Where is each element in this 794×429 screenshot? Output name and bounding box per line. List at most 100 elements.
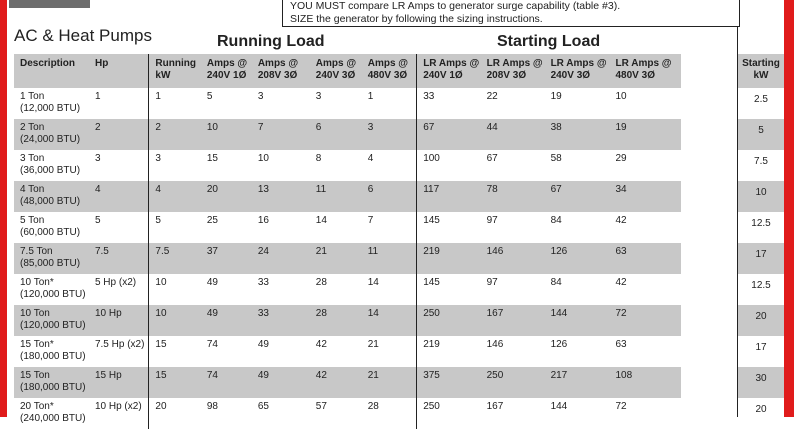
- cell-value: 19: [609, 119, 681, 150]
- cell-value: 14: [367, 277, 379, 288]
- cell-hp: 5 Hp (x2): [94, 277, 137, 288]
- description-line: 7.5 Ton: [20, 246, 53, 257]
- note-line-1: YOU MUST compare LR Amps to generator su…: [290, 0, 621, 12]
- cell-value: 4: [367, 153, 374, 164]
- table-row: 2.5: [738, 88, 784, 119]
- cell-value: 126: [550, 339, 568, 350]
- cell-value: 10: [257, 153, 269, 164]
- cell-value: 117: [416, 181, 481, 212]
- cell-value: 67: [544, 181, 610, 212]
- description-line: (120,000 BTU): [20, 320, 86, 331]
- cell-value: 21: [367, 339, 379, 350]
- cell-hp: 15 Hp: [88, 367, 149, 398]
- cell-hp: 4: [88, 181, 149, 212]
- table-row: 15 Ton (180,000 BTU) 15 Hp 15 74 49 42 21 375 250…: [14, 367, 681, 398]
- cell-value: 10: [148, 305, 201, 336]
- cell-value: 97: [486, 277, 498, 288]
- cell-value: 14: [361, 305, 417, 336]
- cell-value: 4: [148, 181, 201, 212]
- table-row: 4 Ton (48,000 BTU) 4 4 20 13 11 6 117 78 67 34: [14, 181, 681, 212]
- description-line: (36,000 BTU): [20, 165, 81, 176]
- red-border-left: [0, 0, 7, 417]
- column-header: Amps @240V 3Ø: [309, 54, 362, 88]
- cell-description: 2 Ton (24,000 BTU): [14, 119, 89, 150]
- cell-description: 5 Ton (60,000 BTU): [14, 212, 89, 243]
- cell-value: 49: [200, 305, 252, 336]
- cell-value: 25: [206, 215, 218, 226]
- description-line: 3 Ton: [20, 153, 45, 164]
- cell-value: 108: [609, 367, 681, 398]
- header-graphic: [9, 0, 90, 8]
- cell-value: 44: [480, 119, 545, 150]
- cell-value: 11: [361, 243, 417, 274]
- cell-value: 3: [315, 91, 322, 102]
- cell-description: 15 Ton* (180,000 BTU): [14, 336, 89, 367]
- cell-description: 1 Ton (12,000 BTU): [14, 88, 89, 119]
- starting-kw-table: Starting kW 2.5 5 7.5 10 12.5 17 12.5 20 17 30 20: [738, 54, 784, 429]
- table-row: 20: [738, 305, 784, 336]
- cell-value: 72: [609, 305, 681, 336]
- description-line: 1 Ton: [20, 91, 45, 102]
- red-border-right: [784, 0, 794, 417]
- table-row: 10: [738, 181, 784, 212]
- cell-value: 28: [315, 277, 327, 288]
- cell-value: 15: [206, 153, 218, 164]
- cell-description: 20 Ton* (240,000 BTU): [14, 398, 89, 429]
- cell-value: 2: [148, 119, 201, 150]
- cell-value: 3: [148, 150, 201, 181]
- table-row: 20: [738, 398, 784, 429]
- cell-value: 20: [148, 398, 201, 429]
- column-header: LR Amps @208V 3Ø: [480, 54, 545, 88]
- cell-value: 57: [315, 401, 327, 412]
- box-divider-vertical: [737, 26, 738, 417]
- cell-value: 21: [361, 367, 417, 398]
- description-line: (48,000 BTU): [20, 196, 81, 207]
- cell-value: 33: [257, 277, 269, 288]
- cell-description: 15 Ton (180,000 BTU): [14, 367, 89, 398]
- cell-value: 219: [416, 336, 481, 367]
- cell-value: 28: [367, 401, 379, 412]
- cell-value: 1: [148, 88, 201, 119]
- cell-value: 126: [544, 243, 610, 274]
- table-row: 17: [738, 336, 784, 367]
- cell-value: 146: [486, 339, 504, 350]
- cell-value: 11: [309, 181, 362, 212]
- cell-starting-kw: 5: [738, 119, 784, 150]
- cell-value: 250: [416, 305, 481, 336]
- cell-description: 4 Ton (48,000 BTU): [14, 181, 89, 212]
- cell-value: 49: [251, 367, 310, 398]
- cell-starting-kw: 12.5: [751, 218, 771, 229]
- cell-value: 6: [309, 119, 362, 150]
- cell-value: 375: [416, 367, 481, 398]
- cell-hp: 7.5 Hp (x2): [94, 339, 145, 350]
- column-header: Hp: [88, 54, 149, 88]
- cell-value: 63: [615, 339, 627, 350]
- cell-value: 144: [544, 305, 610, 336]
- table-row: 30: [738, 367, 784, 398]
- cell-value: 34: [609, 181, 681, 212]
- cell-starting-kw: 2.5: [754, 94, 768, 105]
- description-line: (240,000 BTU): [20, 413, 86, 424]
- table-row: 5: [738, 119, 784, 150]
- running-load-heading: Running Load: [217, 33, 325, 50]
- cell-value: 7: [367, 215, 374, 226]
- cell-hp: 1: [94, 91, 101, 102]
- cell-description: 7.5 Ton (85,000 BTU): [14, 243, 89, 274]
- cell-value: 67: [416, 119, 481, 150]
- cell-hp: 5: [94, 215, 101, 226]
- cell-value: 145: [416, 274, 481, 305]
- cell-value: 49: [257, 339, 269, 350]
- cell-value: 13: [251, 181, 310, 212]
- cell-starting-kw: 17: [755, 342, 767, 353]
- cell-value: 49: [206, 277, 218, 288]
- cell-value: 74: [206, 339, 218, 350]
- column-header: LR Amps @480V 3Ø: [609, 54, 681, 88]
- cell-hp: 7.5: [88, 243, 149, 274]
- table-row: 10 Ton (120,000 BTU) 10 Hp 10 49 33 28 14 250 167…: [14, 305, 681, 336]
- table-row: 10 Ton* (120,000 BTU) 5 Hp (x2) 10 49 33 28 14 1…: [14, 274, 681, 305]
- table-row: 5 Ton (60,000 BTU) 5 5 25 16 14 7 145 97 84 42: [14, 212, 681, 243]
- cell-starting-kw: 30: [738, 367, 784, 398]
- note-line-2: SIZE the generator by following the sizi…: [290, 13, 543, 25]
- cell-hp: 10 Hp: [88, 305, 149, 336]
- table-row: 2 Ton (24,000 BTU) 2 2 10 7 6 3 67 44 38 19: [14, 119, 681, 150]
